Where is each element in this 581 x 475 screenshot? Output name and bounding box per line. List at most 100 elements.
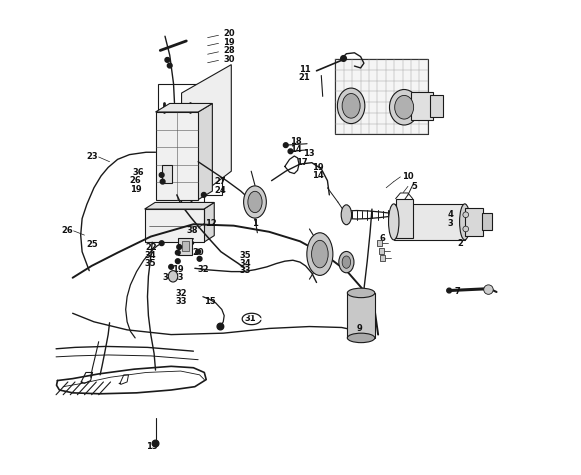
Text: 15: 15: [204, 297, 216, 306]
Text: 1: 1: [252, 219, 258, 228]
Circle shape: [165, 57, 170, 62]
Text: 30: 30: [223, 55, 235, 64]
Circle shape: [447, 288, 451, 293]
Circle shape: [217, 323, 224, 330]
Text: 36: 36: [132, 168, 144, 177]
Text: 26: 26: [61, 226, 73, 235]
FancyBboxPatch shape: [379, 248, 384, 254]
Text: 12: 12: [205, 219, 217, 228]
Text: 7: 7: [454, 287, 460, 296]
Text: 20: 20: [192, 248, 204, 257]
Ellipse shape: [341, 205, 352, 225]
Ellipse shape: [347, 288, 375, 298]
Text: 33: 33: [176, 297, 187, 306]
Text: 23: 23: [87, 152, 98, 161]
Text: 33: 33: [172, 273, 184, 282]
FancyBboxPatch shape: [394, 204, 465, 240]
Circle shape: [159, 241, 164, 246]
Text: 34: 34: [240, 258, 252, 267]
Polygon shape: [156, 104, 212, 112]
Polygon shape: [198, 104, 212, 200]
Text: 11: 11: [299, 65, 311, 74]
Text: 32: 32: [197, 265, 209, 274]
Polygon shape: [182, 65, 231, 209]
Text: 2: 2: [457, 238, 463, 247]
Text: 19: 19: [130, 185, 141, 194]
Ellipse shape: [347, 333, 375, 342]
FancyBboxPatch shape: [162, 165, 172, 183]
FancyBboxPatch shape: [178, 238, 192, 255]
FancyBboxPatch shape: [381, 256, 385, 261]
FancyBboxPatch shape: [347, 293, 375, 338]
Ellipse shape: [311, 240, 328, 268]
FancyBboxPatch shape: [145, 209, 204, 242]
Text: 29: 29: [249, 210, 261, 219]
Text: 16: 16: [183, 238, 195, 247]
Ellipse shape: [394, 95, 414, 119]
Polygon shape: [145, 202, 214, 209]
Text: 34: 34: [145, 251, 157, 260]
Text: 35: 35: [145, 258, 157, 267]
Text: 19: 19: [172, 265, 184, 274]
Circle shape: [196, 249, 200, 254]
Ellipse shape: [389, 89, 419, 125]
Circle shape: [167, 63, 172, 68]
Polygon shape: [204, 202, 214, 242]
Text: 33: 33: [240, 266, 251, 275]
Ellipse shape: [168, 271, 178, 282]
Circle shape: [197, 256, 202, 261]
Text: 14: 14: [312, 171, 324, 180]
Text: 27: 27: [214, 177, 226, 186]
Circle shape: [152, 440, 159, 447]
Circle shape: [160, 179, 165, 184]
Text: 17: 17: [296, 158, 308, 167]
FancyBboxPatch shape: [182, 241, 189, 251]
Circle shape: [484, 285, 493, 294]
Circle shape: [463, 212, 469, 218]
Text: 32: 32: [176, 289, 188, 298]
FancyBboxPatch shape: [335, 59, 428, 134]
Circle shape: [159, 172, 164, 177]
Text: 35: 35: [240, 251, 252, 260]
Circle shape: [202, 192, 206, 197]
Ellipse shape: [338, 88, 365, 124]
Circle shape: [175, 259, 180, 264]
Text: 6: 6: [380, 234, 386, 243]
Text: 24: 24: [214, 186, 226, 195]
Text: 10: 10: [402, 172, 414, 181]
Circle shape: [284, 143, 288, 148]
Text: 9: 9: [356, 324, 362, 333]
Circle shape: [177, 245, 182, 249]
Text: 13: 13: [303, 149, 314, 158]
Ellipse shape: [342, 256, 351, 268]
Text: 3: 3: [448, 219, 453, 228]
Text: 38: 38: [187, 226, 198, 235]
Text: 13: 13: [146, 442, 158, 451]
Ellipse shape: [339, 251, 354, 273]
Ellipse shape: [342, 94, 360, 118]
Polygon shape: [396, 199, 413, 238]
Text: 5: 5: [412, 182, 418, 191]
Circle shape: [288, 149, 293, 154]
Text: 21: 21: [299, 73, 311, 82]
FancyBboxPatch shape: [465, 208, 483, 236]
Text: 22: 22: [145, 243, 157, 252]
Text: 36: 36: [163, 273, 174, 282]
Ellipse shape: [243, 186, 266, 218]
Text: 26: 26: [130, 176, 142, 185]
Text: 8: 8: [309, 251, 315, 260]
Circle shape: [340, 56, 346, 61]
FancyBboxPatch shape: [482, 213, 492, 230]
Text: 25: 25: [87, 240, 98, 249]
Text: 19: 19: [223, 38, 235, 47]
FancyBboxPatch shape: [377, 240, 382, 246]
Circle shape: [175, 250, 180, 255]
FancyBboxPatch shape: [430, 95, 443, 117]
Ellipse shape: [307, 233, 333, 276]
Text: 4: 4: [447, 210, 454, 219]
Circle shape: [169, 265, 174, 269]
Text: 31: 31: [245, 314, 256, 323]
Text: 14: 14: [290, 145, 302, 154]
Text: 28: 28: [223, 47, 235, 56]
FancyBboxPatch shape: [411, 92, 433, 120]
